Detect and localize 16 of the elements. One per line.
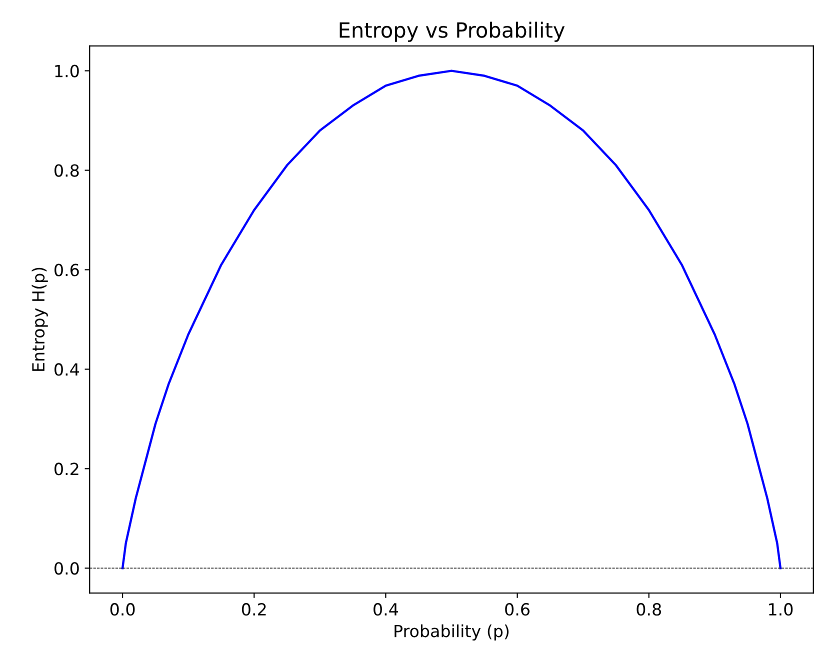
x-tick-label: 0.0	[110, 603, 135, 616]
x-tick-label: 0.6	[505, 603, 530, 616]
y-tick-label: 0.4	[54, 363, 79, 376]
line-series	[121, 70, 782, 570]
x-axis-title: Probability (p)	[394, 624, 509, 641]
y-axis-title: Entropy H(p)	[32, 268, 48, 371]
y-tick-label: 0.2	[54, 462, 78, 476]
chart-title: Entropy vs Probability	[340, 22, 565, 42]
x-tick-label: 0.4	[374, 603, 398, 616]
x-tick-label: 0.8	[636, 603, 661, 616]
x-tick-label: 1.0	[769, 603, 793, 616]
y-tick-label: 0.6	[54, 264, 79, 276]
y-tick-label: 1.0	[55, 64, 79, 78]
y-tick-label: 0.0	[54, 562, 79, 575]
y-tick-label: 0.8	[54, 164, 79, 177]
x-tick-label: 0.2	[242, 603, 266, 616]
